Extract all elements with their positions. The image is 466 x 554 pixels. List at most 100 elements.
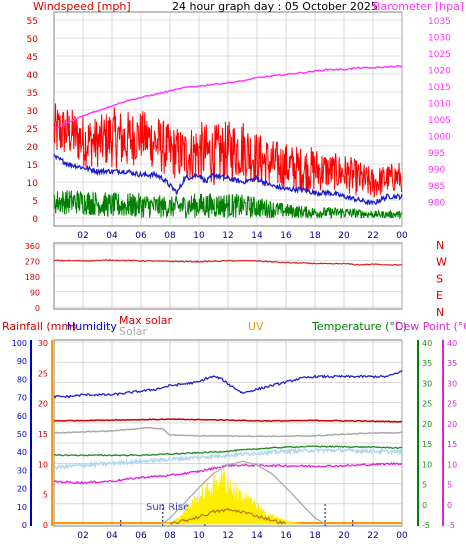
humidity-tick-label: 10 — [17, 503, 27, 512]
temperature-tick-label: -5 — [422, 521, 430, 530]
windspeed-tick-label: 50 — [27, 35, 39, 45]
barometer-line — [53, 65, 403, 130]
bottom-x-tick-label: 02 — [77, 531, 88, 541]
barometer-tick-label: 1015 — [428, 83, 451, 93]
dew-point-tick-label: 10 — [447, 460, 457, 469]
temperature-band-line — [53, 446, 403, 471]
bottom-x-tick-label: 06 — [135, 531, 147, 541]
barometer-tick-label: 1020 — [428, 67, 451, 77]
barometer-tick-label: 995 — [428, 149, 445, 159]
wind-gust-trace — [53, 103, 403, 198]
bottom-x-tick-label: 14 — [251, 531, 263, 541]
rainfall-tick-label: 0 — [43, 521, 48, 530]
temperature-tick-label: 20 — [422, 420, 432, 429]
humidity-tick-label: 90 — [17, 357, 27, 366]
humidity-line — [53, 369, 403, 399]
series-layer — [53, 65, 403, 526]
humidity-title: Humidity — [67, 320, 117, 333]
direction-tick-label: 90 — [30, 289, 40, 298]
compass-label: E — [436, 289, 443, 302]
barometer-tick-label: 1005 — [428, 116, 451, 126]
direction-tick-label: 270 — [25, 258, 40, 267]
windspeed-tick-label: 35 — [27, 89, 38, 99]
wind-x-tick-label: 00 — [396, 231, 408, 241]
bottom-x-tick-label: 04 — [106, 531, 118, 541]
windspeed-axis-title: Windspeed [mph] — [33, 0, 131, 13]
humidity-tick-label: 60 — [17, 412, 27, 421]
windspeed-tick-label: 25 — [27, 125, 38, 135]
dew-point-title: Dew Point (°C) — [395, 320, 466, 333]
windspeed-tick-label: 5 — [32, 197, 38, 207]
compass-label: S — [436, 272, 443, 285]
temperature-tick-label: 30 — [422, 379, 432, 388]
humidity-tick-label: 20 — [17, 485, 27, 494]
temperature-line — [53, 445, 403, 457]
barometer-axis-title: Barometer [hpa] — [373, 0, 464, 13]
tick-label-layer: 0510152025303540455055980985990995100010… — [12, 17, 457, 541]
wind-x-tick-label: 22 — [367, 231, 378, 241]
solar-title: Solar — [119, 325, 148, 338]
bottom-x-tick-label: 18 — [309, 531, 321, 541]
bottom-x-tick-label: 10 — [193, 531, 205, 541]
windspeed-tick-label: 0 — [32, 215, 38, 225]
wind-x-tick-label: 06 — [135, 231, 147, 241]
dew-point-tick-label: 40 — [447, 339, 457, 348]
compass-label: N — [436, 306, 444, 319]
temperature-tick-label: 35 — [422, 359, 432, 368]
dew-point-tick-label: -5 — [447, 521, 455, 530]
temperature-tick-label: 15 — [422, 440, 432, 449]
bottom-x-tick-label: 16 — [280, 531, 292, 541]
grey-reference-line — [53, 426, 402, 438]
barometer-tick-label: 1035 — [428, 17, 451, 27]
bottom-x-tick-label: 00 — [396, 531, 408, 541]
barometer-tick-label: 985 — [428, 182, 445, 192]
rainfall-axis-title: Rainfall (mm) — [2, 320, 76, 333]
wind-low-trace — [53, 189, 403, 220]
wind-x-tick-label: 10 — [193, 231, 205, 241]
direction-tick-label: 0 — [35, 304, 40, 313]
uv-line — [169, 507, 287, 525]
wind-x-tick-label: 12 — [222, 231, 233, 241]
windspeed-tick-label: 45 — [27, 53, 38, 63]
uv-title: UV — [248, 320, 264, 333]
dew-point-tick-label: 15 — [447, 440, 457, 449]
windspeed-tick-label: 20 — [27, 143, 39, 153]
windspeed-tick-label: 15 — [27, 161, 38, 171]
temperature-tick-label: 25 — [422, 400, 432, 409]
barometer-tick-label: 1030 — [428, 34, 451, 44]
red-reference-line — [53, 418, 403, 423]
rainfall-tick-label: 15 — [38, 430, 48, 439]
graph-title: 24 hour graph day : 05 October 2025 — [172, 0, 378, 13]
humidity-tick-label: 80 — [17, 375, 27, 384]
wind-x-tick-label: 18 — [309, 231, 321, 241]
wind-x-tick-label: 02 — [77, 231, 88, 241]
direction-tick-label: 180 — [25, 273, 40, 282]
dew-point-tick-label: 20 — [447, 420, 457, 429]
temperature-title: Temperature (°C) — [311, 320, 407, 333]
humidity-tick-label: 50 — [17, 430, 27, 439]
rainfall-tick-label: 5 — [43, 491, 48, 500]
dew-point-tick-label: 30 — [447, 379, 457, 388]
compass-label: N — [436, 239, 444, 252]
humidity-tick-label: 30 — [17, 466, 27, 475]
compass-label: W — [436, 256, 447, 269]
humidity-tick-label: 0 — [22, 521, 27, 530]
windspeed-tick-label: 30 — [27, 107, 39, 117]
temperature-tick-label: 5 — [422, 481, 427, 490]
wind-x-tick-label: 20 — [338, 231, 350, 241]
sun-rise-label: Sun Rise — [146, 502, 189, 513]
bottom-x-tick-label: 22 — [367, 531, 378, 541]
windspeed-tick-label: 40 — [27, 71, 39, 81]
windspeed-tick-label: 55 — [27, 17, 38, 27]
wind-average-line — [53, 154, 403, 207]
wind-x-tick-label: 16 — [280, 231, 292, 241]
wind-x-tick-label: 14 — [251, 231, 263, 241]
solar-area — [162, 465, 301, 525]
wind-x-tick-label: 04 — [106, 231, 118, 241]
barometer-tick-label: 990 — [428, 166, 445, 176]
bottom-x-tick-label: 12 — [222, 531, 233, 541]
windspeed-tick-label: 10 — [27, 179, 39, 189]
wind-x-tick-label: 08 — [164, 231, 176, 241]
